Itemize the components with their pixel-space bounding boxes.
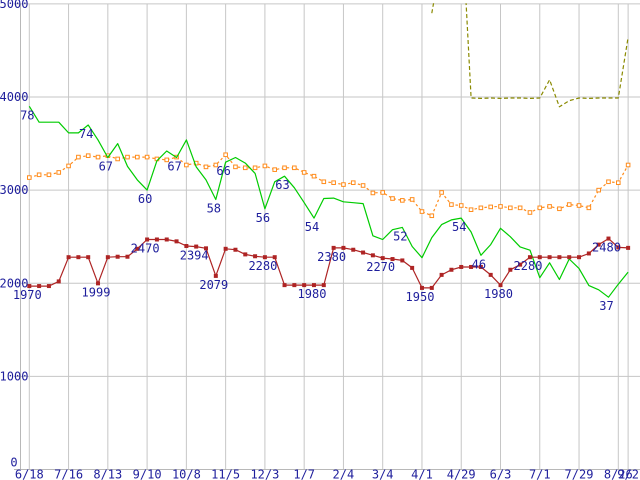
point-label: 74	[79, 127, 93, 141]
y-tick-label: 3000	[0, 183, 28, 197]
x-tick-label: 10/8	[172, 468, 201, 480]
point-label: 67	[167, 160, 181, 174]
x-tick-labels: 6/18 7/16 8/13 9/10 10/8 11/5 12/3 1/7 2/4 3/4 4/1…	[15, 468, 639, 480]
point-label: 58	[207, 202, 221, 216]
point-label: 37	[599, 299, 613, 313]
point-label: 1970	[13, 288, 42, 302]
series-orange-dashed	[27, 152, 631, 219]
x-tick-label: 7/29	[565, 468, 594, 480]
y-tick-label: 5000	[0, 0, 28, 11]
point-label: 2480	[592, 241, 621, 255]
point-label: 2280	[248, 259, 277, 273]
point-label: 1980	[298, 287, 327, 301]
point-label: 66	[216, 164, 230, 178]
x-tick-label: 4/29	[447, 468, 476, 480]
x-tick-label: 8/13	[93, 468, 122, 480]
point-label: 1950	[406, 290, 435, 304]
y-tick-label: 0	[10, 456, 17, 470]
point-label: 2079	[199, 278, 228, 292]
point-label: 2394	[180, 249, 209, 263]
series-green-line	[28, 105, 629, 298]
x-tick-label: 12/3	[250, 468, 279, 480]
x-tick-label: 7/16	[54, 468, 83, 480]
y-tick-labels: 0 1000 2000 3000 4000 5000	[0, 0, 28, 470]
point-label: 52	[393, 229, 407, 243]
x-tick-label: 3/4	[372, 468, 394, 480]
x-tick-label: 1/7	[293, 468, 315, 480]
x-tick-label: 11/5	[211, 468, 240, 480]
x-tick-label: 6/3	[490, 468, 512, 480]
point-label: 2470	[131, 242, 160, 256]
y-tick-label: 1000	[0, 369, 28, 383]
series-olive-dashed	[431, 3, 629, 108]
point-label: 60	[138, 192, 152, 206]
x-tick-label: 2/4	[333, 468, 355, 480]
point-label: 78	[20, 108, 34, 122]
x-tick-label: 4/1	[411, 468, 433, 480]
point-label: 2380	[317, 250, 346, 264]
x-tick-label: 7/1	[529, 468, 551, 480]
point-label: 2270	[366, 260, 395, 274]
y-tick-label: 4000	[0, 90, 28, 104]
point-label: 54	[305, 220, 319, 234]
x-tick-label: 8/26	[604, 468, 633, 480]
gridlines	[20, 3, 640, 470]
x-tick-label: 6/18	[15, 468, 44, 480]
x-tick-label: 9/2	[617, 468, 639, 480]
point-label: 54	[452, 220, 466, 234]
axis-frame	[14, 3, 640, 470]
point-label: 1980	[484, 287, 513, 301]
y-tick-label: 2000	[0, 276, 28, 290]
point-label: 56	[256, 211, 270, 225]
point-label: 1999	[82, 285, 111, 299]
point-labels: 78 74 67 60 67 58 66 56 63 54 52 54 46 37 1970 1999 2470…	[13, 108, 621, 313]
point-label: 46	[472, 257, 486, 271]
point-label: 67	[99, 160, 113, 174]
point-label: 2280	[514, 259, 543, 273]
point-label: 63	[275, 178, 289, 192]
series-red-marked	[27, 236, 631, 290]
x-tick-label: 9/10	[133, 468, 162, 480]
